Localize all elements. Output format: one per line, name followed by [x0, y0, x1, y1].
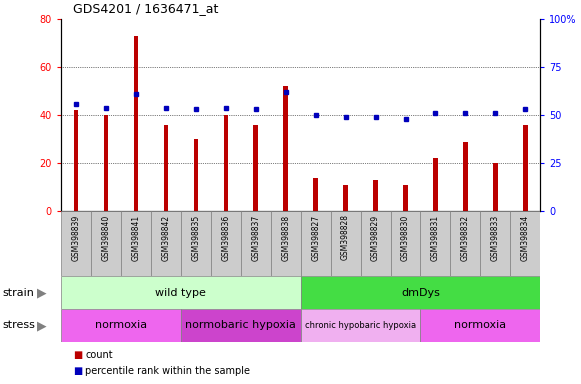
Text: GSM398827: GSM398827: [311, 214, 320, 261]
Bar: [523, 125, 528, 211]
Bar: [74, 111, 78, 211]
Text: ▶: ▶: [37, 319, 46, 332]
Bar: [480, 211, 510, 276]
Bar: [301, 276, 540, 309]
Bar: [421, 309, 540, 342]
Text: normoxia: normoxia: [95, 320, 147, 331]
Text: chronic hypobaric hypoxia: chronic hypobaric hypoxia: [305, 321, 416, 330]
Text: ■: ■: [73, 350, 82, 360]
Bar: [151, 211, 181, 276]
Bar: [301, 211, 331, 276]
Bar: [253, 125, 258, 211]
Text: GSM398841: GSM398841: [131, 214, 141, 261]
Text: GSM398835: GSM398835: [191, 214, 200, 261]
Bar: [463, 142, 468, 211]
Bar: [91, 211, 121, 276]
Text: ■: ■: [73, 366, 82, 376]
Text: GSM398830: GSM398830: [401, 214, 410, 261]
Bar: [61, 309, 181, 342]
Text: GSM398839: GSM398839: [71, 214, 81, 261]
Text: GSM398840: GSM398840: [102, 214, 110, 261]
Text: normoxia: normoxia: [454, 320, 507, 331]
Bar: [284, 86, 288, 211]
Text: count: count: [85, 350, 113, 360]
Bar: [211, 211, 241, 276]
Bar: [271, 211, 301, 276]
Bar: [103, 115, 108, 211]
Text: GSM398837: GSM398837: [251, 214, 260, 261]
Text: GSM398832: GSM398832: [461, 214, 470, 261]
Bar: [374, 180, 378, 211]
Text: GSM398829: GSM398829: [371, 214, 380, 261]
Bar: [61, 211, 91, 276]
Bar: [181, 309, 301, 342]
Bar: [493, 163, 498, 211]
Bar: [343, 185, 348, 211]
Bar: [134, 36, 138, 211]
Bar: [301, 309, 421, 342]
Text: ▶: ▶: [37, 286, 46, 299]
Text: wild type: wild type: [155, 288, 206, 298]
Text: GSM398842: GSM398842: [162, 214, 170, 261]
Bar: [450, 211, 480, 276]
Text: dmDys: dmDys: [401, 288, 440, 298]
Bar: [313, 177, 318, 211]
Text: stress: stress: [3, 320, 36, 331]
Bar: [193, 139, 198, 211]
Bar: [61, 276, 301, 309]
Text: GSM398838: GSM398838: [281, 214, 290, 261]
Text: normobaric hypoxia: normobaric hypoxia: [185, 320, 296, 331]
Bar: [361, 211, 390, 276]
Text: GSM398836: GSM398836: [221, 214, 230, 261]
Bar: [241, 211, 271, 276]
Bar: [390, 211, 421, 276]
Text: GDS4201 / 1636471_at: GDS4201 / 1636471_at: [73, 2, 218, 15]
Text: GSM398831: GSM398831: [431, 214, 440, 261]
Bar: [121, 211, 151, 276]
Bar: [181, 211, 211, 276]
Text: percentile rank within the sample: percentile rank within the sample: [85, 366, 250, 376]
Text: GSM398833: GSM398833: [491, 214, 500, 261]
Bar: [421, 211, 450, 276]
Text: GSM398834: GSM398834: [521, 214, 530, 261]
Bar: [164, 125, 168, 211]
Text: strain: strain: [3, 288, 35, 298]
Bar: [331, 211, 361, 276]
Bar: [510, 211, 540, 276]
Text: GSM398828: GSM398828: [341, 214, 350, 260]
Bar: [403, 185, 408, 211]
Bar: [433, 159, 437, 211]
Bar: [224, 115, 228, 211]
